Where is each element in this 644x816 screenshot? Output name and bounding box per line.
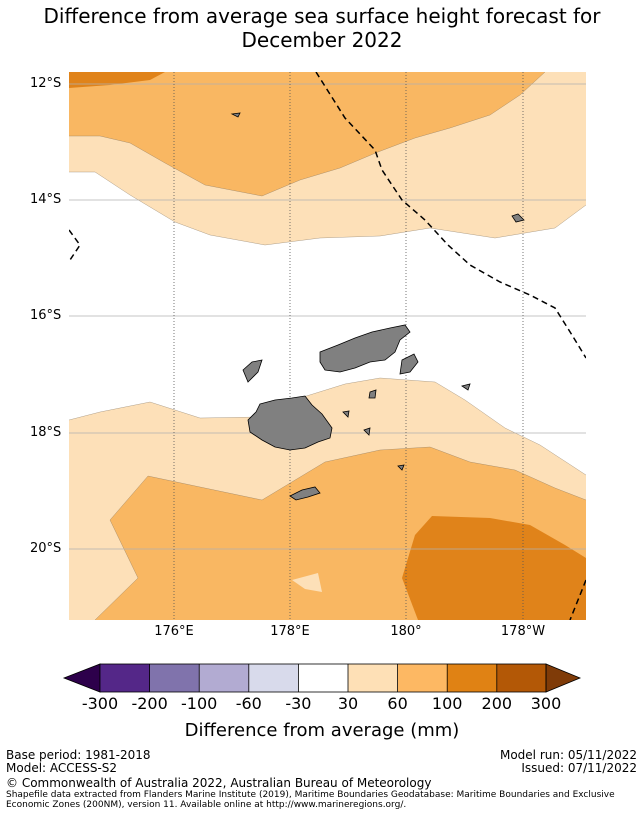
cbar-tick-neg100: -100 — [181, 694, 218, 713]
colorbar-bin-3 — [199, 664, 249, 692]
cbar-tick-neg200: -200 — [131, 694, 168, 713]
title-line-2: December 2022 — [241, 28, 403, 52]
model-name: Model: ACCESS-S2 — [6, 761, 118, 775]
region-30-60-patch — [292, 573, 322, 592]
cbar-tick-neg300: -300 — [81, 694, 119, 713]
model-run: Model run: 05/11/2022 — [499, 748, 637, 762]
cbar-tick-neg60: -60 — [235, 694, 262, 713]
colorbar-bin-1 — [100, 664, 150, 692]
copyright: © Commonwealth of Australia 2022, Austra… — [6, 776, 432, 790]
colorbar-bin-9 — [496, 664, 546, 692]
lat-label-18s: 18°S — [30, 425, 62, 440]
colorbar-bin-2 — [149, 664, 200, 692]
lat-label-20s: 20°S — [30, 541, 62, 556]
cbar-tick-300: 300 — [530, 694, 562, 713]
shapefile-credit: Shapefile data extracted from Flanders M… — [6, 790, 615, 810]
colorbar-bin-6 — [348, 664, 398, 692]
colorbar-bin-8 — [447, 664, 497, 692]
lon-label-180: 180° — [390, 624, 422, 639]
colorbar-bin-7 — [397, 664, 448, 692]
lon-label-178e: 178°E — [270, 624, 310, 639]
cbar-tick-60: 60 — [387, 694, 408, 713]
lon-label-178w: 178°W — [500, 624, 546, 639]
colorbar-extend-high — [545, 663, 582, 693]
issued-date: Issued: 07/11/2022 — [521, 761, 637, 775]
region-60-100-top — [69, 72, 545, 196]
lat-label-12s: 12°S — [30, 76, 62, 91]
fiji-islands — [230, 112, 525, 501]
viti-levu — [247, 395, 333, 451]
eez-boundary — [69, 72, 586, 620]
yasawa-islet — [242, 359, 263, 383]
cbar-tick-neg30: -30 — [285, 694, 312, 713]
taveuni — [399, 353, 419, 375]
kadavu — [289, 486, 321, 501]
base-period: Base period: 1981-2018 — [6, 748, 151, 762]
colorbar — [62, 663, 582, 693]
title-line-1: Difference from average sea surface heig… — [43, 4, 601, 28]
chart-title: Difference from average sea surface heig… — [0, 4, 644, 52]
lat-label-16s: 16°S — [30, 308, 62, 323]
cbar-tick-200: 200 — [481, 694, 513, 713]
map-panel — [69, 72, 586, 620]
cbar-tick-30: 30 — [337, 694, 359, 713]
lat-label-14s: 14°S — [30, 192, 62, 207]
longitude-gridlines — [173, 72, 524, 620]
vanua-levu — [319, 324, 411, 373]
cbar-tick-100: 100 — [431, 694, 463, 713]
colorbar-bin-4 — [248, 664, 299, 692]
colorbar-bin-5 — [298, 664, 348, 692]
colorbar-label: Difference from average (mm) — [184, 720, 460, 741]
lon-label-176e: 176°E — [154, 624, 194, 639]
region-100-200-bottom — [402, 516, 586, 620]
colorbar-extend-low — [62, 663, 101, 693]
